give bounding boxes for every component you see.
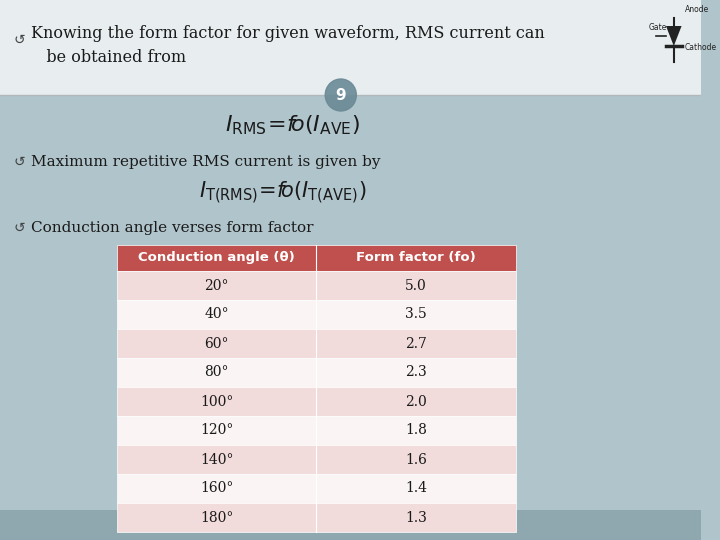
Text: 120°: 120° — [200, 423, 233, 437]
Text: Gate: Gate — [649, 24, 667, 32]
Text: 60°: 60° — [204, 336, 229, 350]
Text: 2.0: 2.0 — [405, 395, 427, 408]
Text: 3.5: 3.5 — [405, 307, 427, 321]
Bar — [117, 329, 516, 358]
Text: ↺: ↺ — [14, 155, 25, 169]
Bar — [117, 445, 516, 474]
Text: 2.3: 2.3 — [405, 366, 427, 380]
Bar — [117, 416, 516, 445]
Bar — [117, 503, 516, 532]
Text: Form factor (fo): Form factor (fo) — [356, 252, 476, 265]
Text: 1.8: 1.8 — [405, 423, 427, 437]
Text: 140°: 140° — [200, 453, 233, 467]
Text: 1.4: 1.4 — [405, 482, 427, 496]
Text: ↺: ↺ — [14, 33, 25, 47]
Text: 9: 9 — [336, 87, 346, 103]
Text: 1.3: 1.3 — [405, 510, 427, 524]
Bar — [117, 474, 516, 503]
Bar — [117, 245, 516, 271]
Text: 160°: 160° — [200, 482, 233, 496]
Bar — [0, 0, 701, 95]
Text: 1.6: 1.6 — [405, 453, 427, 467]
Text: Conduction angle (θ): Conduction angle (θ) — [138, 252, 295, 265]
Text: 80°: 80° — [204, 366, 229, 380]
Text: $I_{\mathrm{RMS}}\!=\!f\!o(I_{\mathrm{AVE}})$: $I_{\mathrm{RMS}}\!=\!f\!o(I_{\mathrm{AV… — [225, 113, 359, 137]
Bar — [117, 387, 516, 416]
Text: 180°: 180° — [200, 510, 233, 524]
Text: 20°: 20° — [204, 279, 229, 293]
Polygon shape — [666, 26, 682, 46]
Text: be obtained from: be obtained from — [31, 50, 186, 66]
Text: Conduction angle verses form factor: Conduction angle verses form factor — [31, 221, 314, 235]
Bar — [117, 271, 516, 300]
Text: Cathode: Cathode — [685, 44, 716, 52]
Bar — [117, 358, 516, 387]
Circle shape — [325, 79, 356, 111]
Text: Maximum repetitive RMS current is given by: Maximum repetitive RMS current is given … — [31, 155, 381, 169]
Bar — [117, 300, 516, 329]
Text: 5.0: 5.0 — [405, 279, 427, 293]
Text: 2.7: 2.7 — [405, 336, 427, 350]
Text: $I_{\mathrm{T(RMS)}}\!=\!f\!o(I_{\mathrm{T(AVE)}})$: $I_{\mathrm{T(RMS)}}\!=\!f\!o(I_{\mathrm… — [199, 180, 366, 206]
Text: Knowing the form factor for given waveform, RMS current can: Knowing the form factor for given wavefo… — [31, 24, 545, 42]
Text: ↺: ↺ — [14, 221, 25, 235]
Text: 100°: 100° — [200, 395, 233, 408]
Text: 40°: 40° — [204, 307, 229, 321]
Bar — [0, 510, 701, 540]
Text: Anode: Anode — [685, 5, 708, 15]
